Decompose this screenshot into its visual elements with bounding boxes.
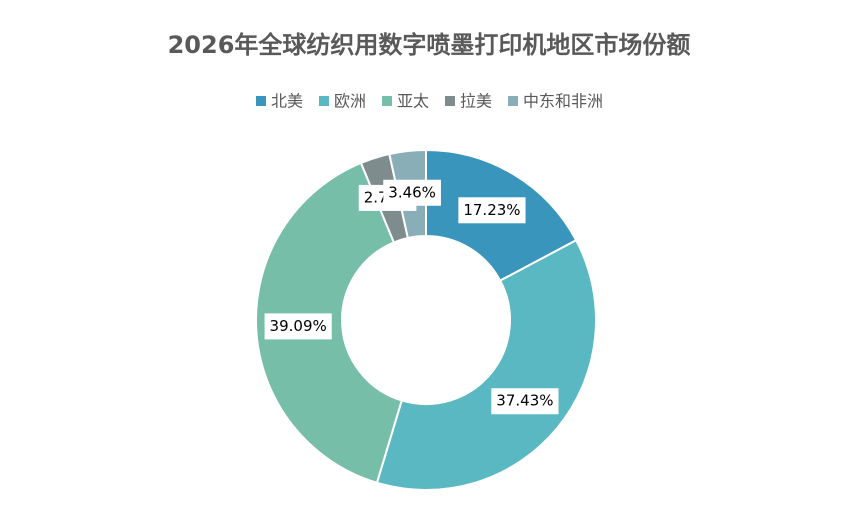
donut-slice	[375, 238, 597, 491]
data-label-group: 39.09%	[264, 313, 332, 340]
data-label-box	[383, 179, 441, 206]
legend-label: 欧洲	[334, 92, 366, 111]
data-label: 39.09%	[270, 317, 327, 335]
data-label-box	[264, 313, 332, 340]
legend-swatch	[508, 96, 519, 106]
data-label: 3.46%	[388, 183, 436, 201]
legend-swatch	[381, 96, 392, 106]
chart-title: 2026年全球纺织用数字喷墨打印机地区市场份额	[168, 31, 691, 59]
legend-swatch	[318, 96, 329, 106]
legend-label: 北美	[271, 92, 303, 111]
data-label-box	[458, 197, 526, 224]
legend-swatch	[445, 96, 456, 106]
legend-swatch	[255, 96, 266, 106]
data-label-group: 37.43%	[491, 388, 559, 415]
legend-label: 亚太	[397, 92, 429, 111]
legend-label: 拉美	[460, 92, 492, 111]
data-label-group: 17.23%	[458, 197, 526, 224]
data-label: 37.43%	[496, 392, 553, 410]
data-label-group: 3.46%	[383, 179, 441, 206]
legend: 北美 欧洲 亚太 拉美 中东和非洲	[255, 92, 603, 111]
data-label: 17.23%	[463, 201, 520, 219]
legend-label: 中东和非洲	[523, 92, 603, 111]
data-label-box	[491, 388, 559, 415]
